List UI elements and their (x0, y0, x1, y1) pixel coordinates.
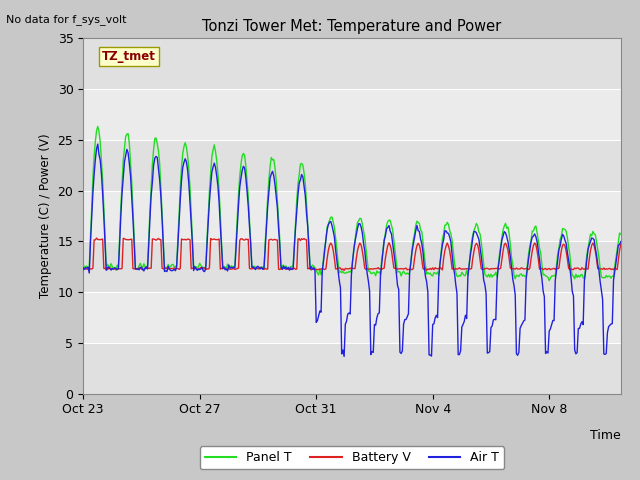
Bar (83, 241, 621, 292)
Bar (83, 292, 621, 343)
Text: TZ_tmet: TZ_tmet (102, 50, 156, 63)
Title: Tonzi Tower Met: Temperature and Power: Tonzi Tower Met: Temperature and Power (202, 20, 502, 35)
Bar (83, 191, 621, 241)
Bar (83, 89, 621, 140)
Legend: Panel T, Battery V, Air T: Panel T, Battery V, Air T (200, 446, 504, 469)
Text: Time: Time (590, 429, 621, 442)
Bar (83, 140, 621, 191)
Y-axis label: Temperature (C) / Power (V): Temperature (C) / Power (V) (39, 134, 52, 298)
Bar (83, 38, 621, 89)
Text: No data for f_sys_volt: No data for f_sys_volt (6, 14, 127, 25)
Bar (83, 343, 621, 394)
